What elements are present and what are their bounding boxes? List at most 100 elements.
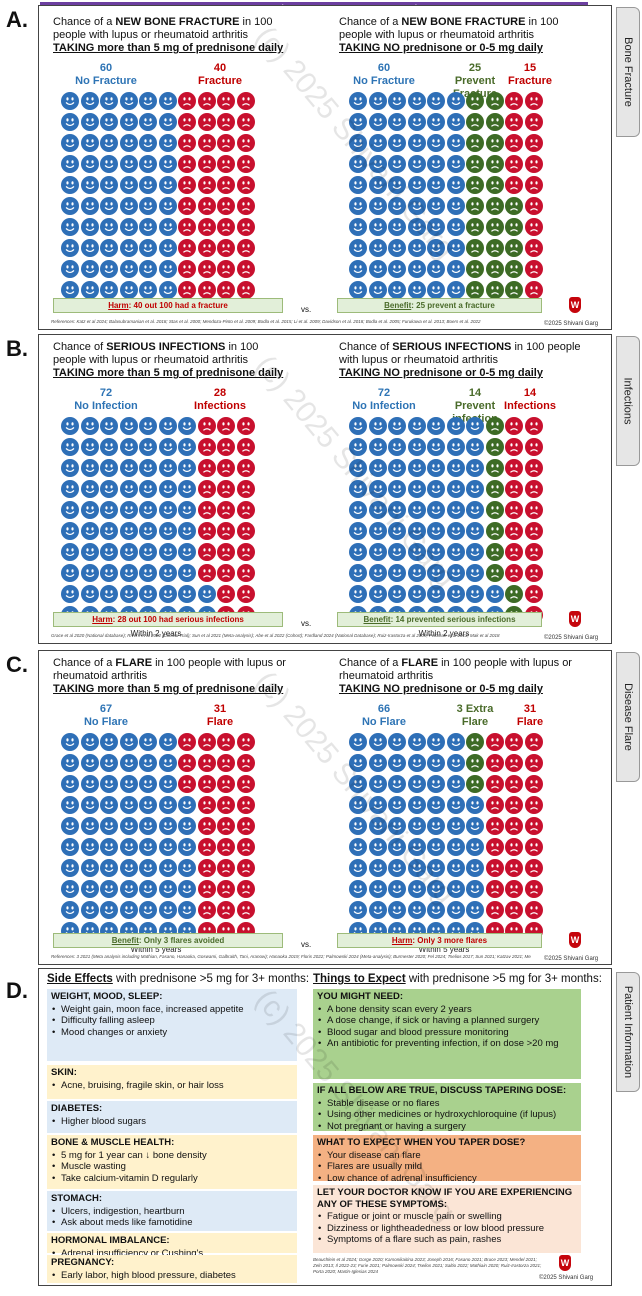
happy-face-icon <box>158 796 177 814</box>
happy-face-icon <box>119 92 138 110</box>
title-bold: FLARE <box>401 657 439 669</box>
happy-face-icon <box>407 754 426 772</box>
expect-header: Things to Expect with prednisone >5 mg f… <box>313 973 602 985</box>
summary-keyword: Harm <box>108 301 129 310</box>
section-tab[interactable]: Patient Information <box>616 972 640 1092</box>
summary-text: : Only 3 flares avoided <box>138 936 225 945</box>
happy-face-icon <box>158 459 177 477</box>
happy-face-icon <box>139 218 157 236</box>
happy-face-icon <box>158 817 177 835</box>
happy-face-icon <box>349 438 367 456</box>
section-tab-label: Infections <box>622 377 634 425</box>
summary-box: Benefit: 14 prevented serious infections <box>337 612 542 627</box>
happy-face-icon <box>139 733 157 751</box>
happy-face-icon <box>349 838 367 856</box>
happy-face-icon <box>446 92 465 110</box>
happy-face-icon <box>158 501 177 519</box>
happy-face-icon <box>446 480 465 498</box>
group-text: Fracture <box>507 75 553 87</box>
list-item: Using other medicines or hydroxychloroqu… <box>317 1109 577 1121</box>
happy-face-icon <box>100 438 118 456</box>
happy-face-icon <box>407 501 426 519</box>
happy-face-icon <box>407 859 426 877</box>
prevented-face-icon <box>466 733 484 751</box>
sad-face-icon <box>197 522 216 540</box>
sad-face-icon <box>236 543 255 561</box>
list-item: Higher blood sugars <box>51 1116 293 1128</box>
copyright: ©2025 Shivani Garg <box>539 1275 594 1281</box>
happy-face-icon <box>427 260 445 278</box>
sad-face-icon <box>485 859 504 877</box>
university-logo-icon: W <box>569 932 581 948</box>
summary-text: : 40 out 100 had a fracture <box>128 301 228 310</box>
sad-face-icon <box>236 459 255 477</box>
box-list: Early labor, high blood pressure, diabet… <box>51 1270 293 1282</box>
happy-face-icon <box>80 176 99 194</box>
sad-face-icon <box>236 176 255 194</box>
happy-face-icon <box>388 459 406 477</box>
section-tab[interactable]: Bone Fracture <box>616 7 640 137</box>
happy-face-icon <box>139 134 157 152</box>
group-count: 28 <box>213 387 227 399</box>
sad-face-icon <box>217 155 235 173</box>
sad-face-icon <box>178 176 196 194</box>
happy-face-icon <box>100 417 118 435</box>
section-tab[interactable]: Infections <box>616 336 640 466</box>
happy-face-icon <box>139 754 157 772</box>
time-window: Within 2 years <box>418 629 470 638</box>
sad-face-icon <box>217 239 235 257</box>
section-tab[interactable]: Disease Flare <box>616 652 640 782</box>
happy-face-icon <box>80 113 99 131</box>
happy-face-icon <box>368 564 387 582</box>
prevented-face-icon <box>485 281 504 299</box>
happy-face-icon <box>388 585 406 603</box>
happy-face-icon <box>119 901 138 919</box>
title-bold: SERIOUS INFECTIONS <box>392 341 512 353</box>
list-item: Ulcers, indigestion, heartburn <box>51 1206 293 1218</box>
side-effect-box: WEIGHT, MOOD, SLEEP: Weight gain, moon fa… <box>47 989 297 1061</box>
list-item: A bone density scan every 2 years <box>317 1004 577 1016</box>
happy-face-icon <box>368 197 387 215</box>
happy-face-icon <box>80 239 99 257</box>
happy-face-icon <box>139 775 157 793</box>
happy-face-icon <box>368 543 387 561</box>
happy-face-icon <box>388 901 406 919</box>
box-list: Ulcers, indigestion, heartburnAsk about … <box>51 1206 293 1229</box>
sad-face-icon <box>505 817 523 835</box>
happy-face-icon <box>446 176 465 194</box>
happy-face-icon <box>446 113 465 131</box>
happy-face-icon <box>80 859 99 877</box>
group-text: Flare <box>516 716 544 728</box>
group-count: 72 <box>99 387 113 399</box>
happy-face-icon <box>100 480 118 498</box>
sad-face-icon <box>505 564 523 582</box>
sad-face-icon <box>217 754 235 772</box>
sad-face-icon <box>217 501 235 519</box>
box-heading: LET YOUR DOCTOR KNOW IF YOU ARE EXPERIEN… <box>317 1187 573 1210</box>
happy-face-icon <box>80 564 99 582</box>
sad-face-icon <box>524 134 543 152</box>
happy-face-icon <box>100 92 118 110</box>
list-item: An antibiotic for preventing infection, … <box>317 1038 577 1050</box>
happy-face-icon <box>446 859 465 877</box>
sad-face-icon <box>197 733 216 751</box>
happy-face-icon <box>61 817 79 835</box>
happy-face-icon <box>407 585 426 603</box>
sad-face-icon <box>524 113 543 131</box>
prevented-face-icon <box>485 176 504 194</box>
happy-face-icon <box>349 901 367 919</box>
group-count: 25 <box>468 62 482 74</box>
side-effects-title: Side Effects <box>47 973 113 985</box>
happy-face-icon <box>368 459 387 477</box>
happy-face-icon <box>119 817 138 835</box>
happy-face-icon <box>80 754 99 772</box>
summary-box: Harm: 28 out 100 had serious infections <box>53 612 283 627</box>
title-pre: Chance of a <box>339 16 402 28</box>
prevented-face-icon <box>466 239 484 257</box>
box-heading: WEIGHT, MOOD, SLEEP: <box>51 991 163 1002</box>
section-letter: B. <box>6 336 28 361</box>
sad-face-icon <box>236 754 255 772</box>
group-count: 31 <box>213 703 227 715</box>
prevented-face-icon <box>485 522 504 540</box>
sad-face-icon <box>524 564 543 582</box>
